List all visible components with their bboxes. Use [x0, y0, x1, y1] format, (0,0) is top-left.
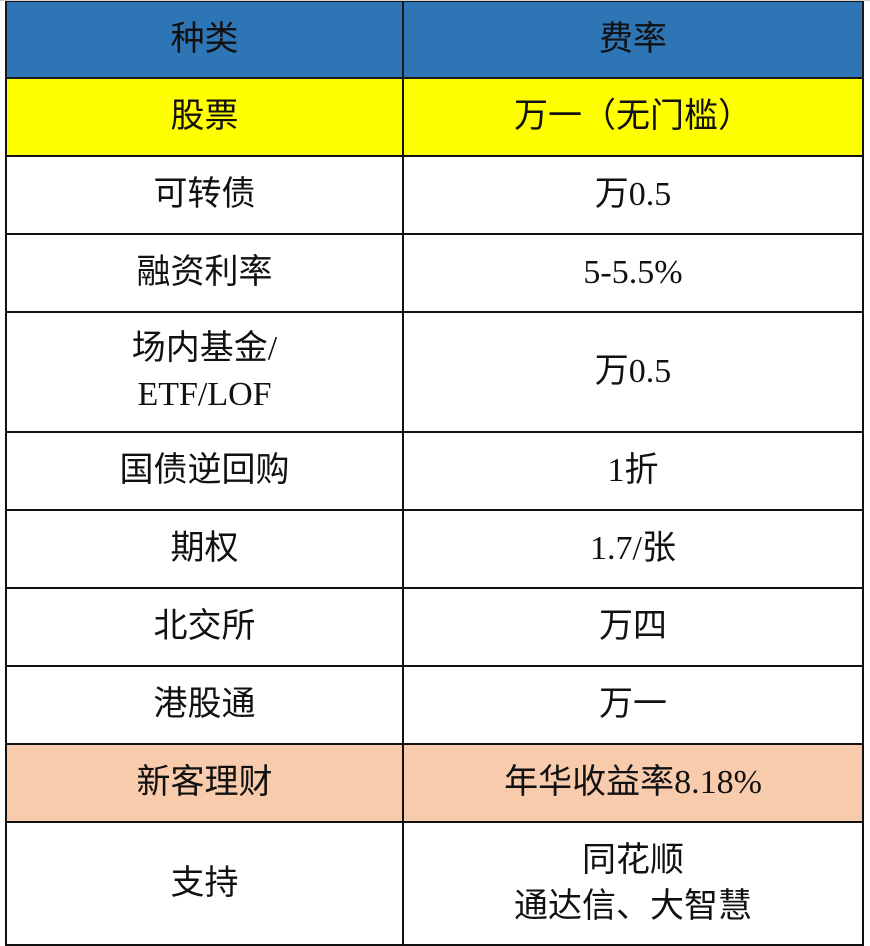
rate-cell: 5-5.5%	[402, 233, 864, 313]
category-cell: 可转债	[5, 155, 404, 235]
table-row: 国债逆回购 1折	[5, 431, 864, 511]
table-row: 北交所 万四	[5, 587, 864, 667]
rate-cell: 年华收益率8.18%	[402, 743, 864, 823]
cell-line: 场内基金/	[131, 330, 278, 367]
table-row: 场内基金/ETF/LOF 万0.5	[5, 311, 864, 433]
table-row: 融资利率 5-5.5%	[5, 233, 864, 313]
table-row: 股票 万一（无门槛）	[5, 77, 864, 157]
rate-cell: 同花顺通达信、大智慧	[402, 821, 864, 946]
table-row: 支持 同花顺 通达信、大智慧	[5, 821, 864, 946]
rate-cell: 万四	[402, 587, 864, 667]
rate-cell: 1.7/张	[402, 509, 864, 589]
rate-cell: 万一	[402, 665, 864, 745]
category-cell: 北交所	[5, 587, 404, 667]
rate-cell: 万0.5	[402, 311, 864, 433]
table-row: 可转债 万0.5	[5, 155, 864, 235]
header-row: 种类 费率	[5, 0, 864, 79]
category-cell: 新客理财	[5, 743, 404, 823]
category-cell: 期权	[5, 509, 404, 589]
cell-line: ETF/LOF	[137, 376, 272, 413]
table-row: 港股通 万一	[5, 665, 864, 745]
category-cell: 场内基金/ETF/LOF	[5, 311, 404, 433]
category-cell: 融资利率	[5, 233, 404, 313]
cell-line: 同花顺	[582, 841, 684, 879]
rate-cell: 1折	[402, 431, 864, 511]
category-cell: 支持	[5, 821, 404, 946]
table-row: 期权 1.7/张	[5, 509, 864, 589]
category-cell: 股票	[5, 77, 404, 157]
header-cell: 种类	[5, 0, 404, 79]
category-cell: 国债逆回购	[5, 431, 404, 511]
cell-line: 通达信、大智慧	[514, 887, 752, 925]
rate-cell: 万一（无门槛）	[402, 77, 864, 157]
fee-table: 种类 费率 股票 万一（无门槛） 可转债 万0.5 融资利率 5-5.5% 场内基金/ETF/…	[5, 0, 864, 946]
category-cell: 港股通	[5, 665, 404, 745]
rate-cell: 万0.5	[402, 155, 864, 235]
header-cell: 费率	[402, 0, 864, 79]
table-row: 新客理财 年华收益率8.18%	[5, 743, 864, 823]
